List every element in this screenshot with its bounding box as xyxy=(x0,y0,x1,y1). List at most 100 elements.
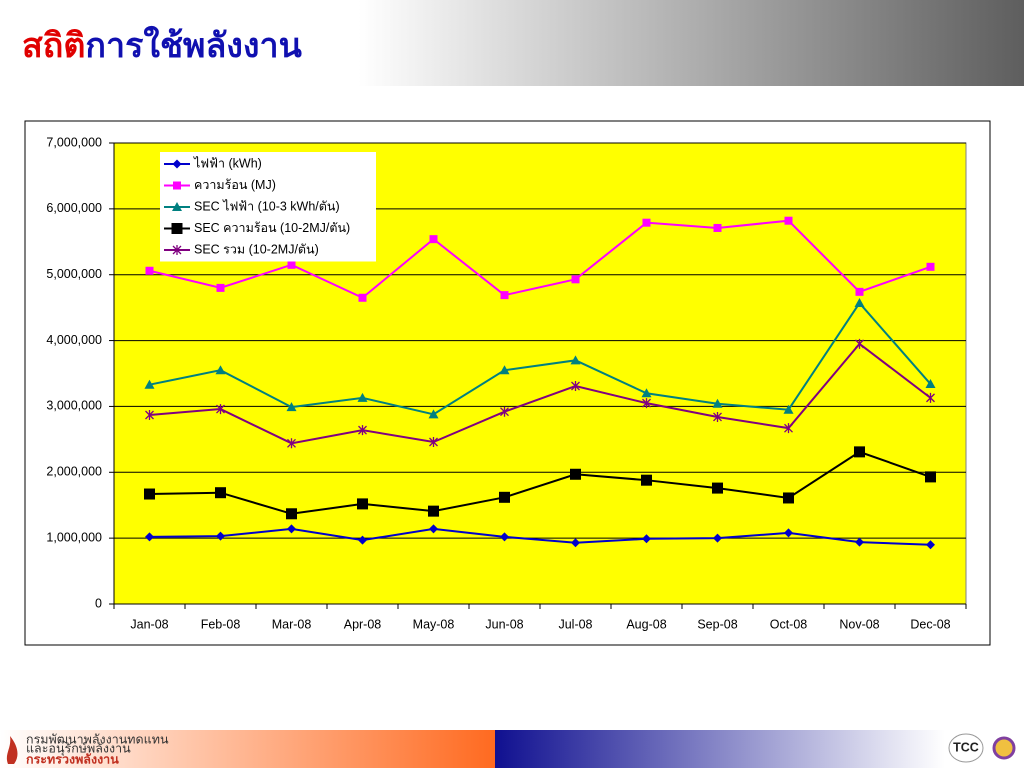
marker xyxy=(173,181,181,190)
marker xyxy=(926,540,935,550)
marker xyxy=(287,524,296,534)
tcc-logo-bg xyxy=(948,733,984,763)
x-tick-label: Mar-08 xyxy=(272,617,312,631)
marker xyxy=(570,355,581,365)
marker xyxy=(641,474,652,486)
tcc-logo: TCC xyxy=(953,740,979,754)
y-tick-label: 1,000,000 xyxy=(46,530,102,544)
marker xyxy=(172,245,182,255)
y-tick-label: 4,000,000 xyxy=(46,333,102,347)
marker xyxy=(784,216,793,225)
marker xyxy=(216,283,225,292)
marker xyxy=(171,223,183,234)
y-tick-label: 2,000,000 xyxy=(46,465,102,479)
series-line xyxy=(149,450,931,515)
marker xyxy=(642,398,651,409)
marker xyxy=(499,491,510,503)
marker xyxy=(145,532,154,542)
header: สถิติการใช้พลังงาน xyxy=(0,0,1024,86)
y-tick-label: 3,000,000 xyxy=(46,399,102,413)
x-tick-label: Oct-08 xyxy=(770,617,808,631)
marker xyxy=(286,508,297,520)
marker xyxy=(287,260,296,269)
y-tick-label: 0 xyxy=(95,596,102,610)
marker xyxy=(925,379,936,389)
x-tick-label: Feb-08 xyxy=(201,617,241,631)
slide-title: สถิติการใช้พลังงาน xyxy=(22,18,302,72)
x-tick-label: Sep-08 xyxy=(697,617,737,631)
marker xyxy=(144,379,155,389)
marker xyxy=(358,535,367,545)
marker xyxy=(429,524,438,534)
footer: กรมพัฒนาพลังงานทดแทน และอนุรักษ์พลังงาน … xyxy=(0,730,1016,768)
ministry-name: กระทรวงพลังงาน xyxy=(26,752,119,766)
marker xyxy=(783,492,794,504)
marker xyxy=(784,528,793,538)
marker xyxy=(500,406,509,417)
footer-band-left xyxy=(0,730,495,768)
marker xyxy=(571,275,580,284)
series-line xyxy=(149,219,931,299)
marker xyxy=(216,531,225,541)
marker xyxy=(357,498,368,510)
marker xyxy=(172,159,182,169)
marker xyxy=(784,423,793,434)
marker xyxy=(642,218,651,227)
x-tick-label: May-08 xyxy=(413,617,455,631)
x-tick-label: Jan-08 xyxy=(130,617,168,631)
marker xyxy=(855,537,864,547)
marker xyxy=(570,468,581,480)
y-tick-label: 7,000,000 xyxy=(46,135,102,149)
marker xyxy=(429,235,438,244)
marker xyxy=(215,487,226,499)
legend-box xyxy=(160,152,376,262)
marker xyxy=(855,287,864,296)
marker xyxy=(712,482,723,494)
x-tick-label: Dec-08 xyxy=(910,617,950,631)
marker xyxy=(713,533,722,543)
org-line1: กรมพัฒนาพลังงานทดแทน xyxy=(26,732,169,746)
marker xyxy=(500,532,509,542)
series-line xyxy=(149,527,931,546)
series-line xyxy=(149,301,932,416)
marker xyxy=(358,425,367,436)
marker xyxy=(783,404,794,414)
org-line2: และอนุรักษ์พลังงาน xyxy=(26,741,131,756)
marker xyxy=(641,388,652,398)
legend-label: ไฟฟ้า (kWh) xyxy=(193,156,262,170)
marker xyxy=(500,291,509,300)
marker xyxy=(215,365,226,375)
marker xyxy=(925,471,936,483)
marker xyxy=(145,409,154,420)
x-tick-label: Aug-08 xyxy=(626,617,666,631)
emblem xyxy=(992,736,1016,760)
marker xyxy=(571,538,580,548)
marker xyxy=(428,505,439,517)
legend-label: SEC รวม (10-2MJ/ตัน) xyxy=(194,242,319,256)
y-tick-label: 5,000,000 xyxy=(46,267,102,281)
legend-label: SEC ไฟฟ้า (10-3 kWh/ตัน) xyxy=(194,199,340,213)
y-tick-label: 6,000,000 xyxy=(46,201,102,215)
marker xyxy=(712,398,723,408)
legend-label: SEC ความร้อน (10-2MJ/ตัน) xyxy=(194,221,350,235)
marker xyxy=(145,266,154,275)
marker xyxy=(571,381,580,392)
marker xyxy=(926,392,935,403)
marker xyxy=(926,262,935,271)
legend-label: ความร้อน (MJ) xyxy=(194,178,276,192)
x-tick-label: Apr-08 xyxy=(344,617,382,631)
x-tick-label: Jun-08 xyxy=(485,617,523,631)
marker xyxy=(287,438,296,449)
marker xyxy=(144,488,155,500)
x-tick-label: Jul-08 xyxy=(558,617,592,631)
title-red: สถิติ xyxy=(22,26,86,66)
chart: 0 1,000,000 2,000,000 3,000,000 4,000,000 5,0… xyxy=(24,120,991,646)
marker xyxy=(358,293,367,302)
marker xyxy=(854,446,865,458)
title-blue: การใช้พลังงาน xyxy=(85,26,302,66)
marker xyxy=(428,409,439,419)
marker xyxy=(429,436,438,447)
ministry-logo xyxy=(6,736,18,764)
marker xyxy=(286,402,297,412)
